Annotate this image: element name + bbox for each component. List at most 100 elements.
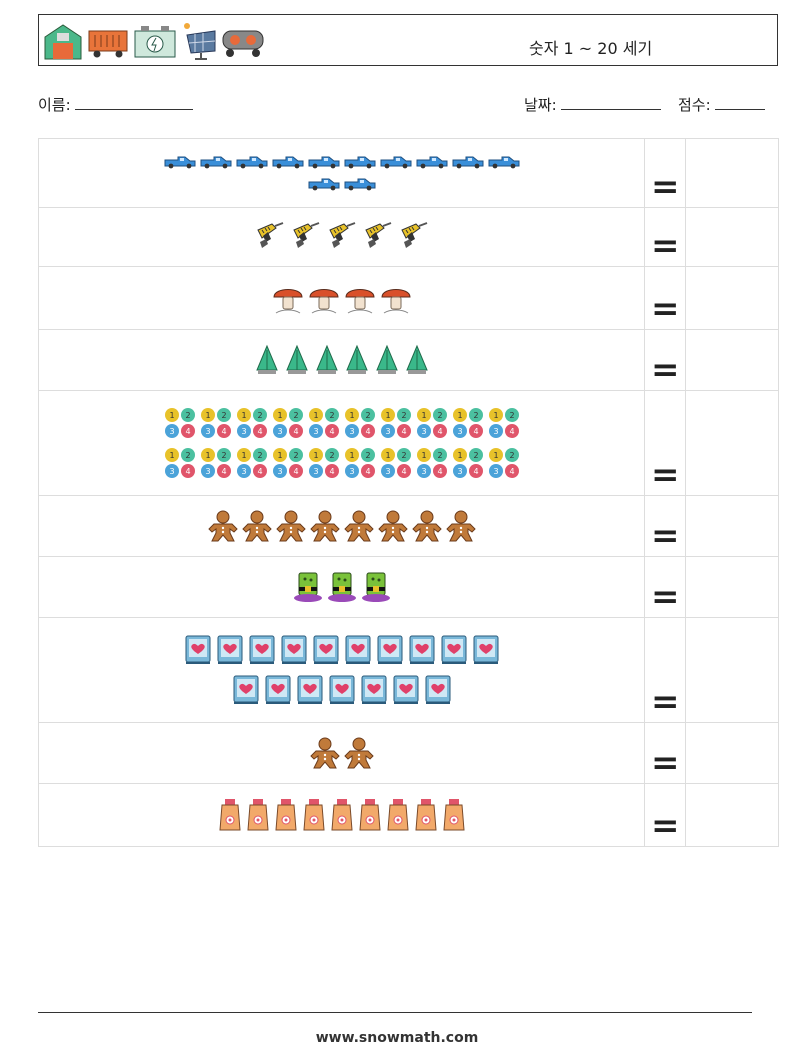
svg-text:3: 3 (421, 427, 426, 436)
picture-line (39, 151, 644, 173)
heart-book-icon (264, 674, 292, 706)
heart-book-icon (184, 634, 212, 666)
svg-text:3: 3 (493, 467, 498, 476)
svg-text:1: 1 (277, 451, 282, 460)
picture-line (39, 794, 644, 836)
mushroom-icon (380, 281, 412, 315)
counting-blocks-icon: 1 2 3 4 (236, 447, 268, 479)
counting-blocks-icon: 1 2 3 4 (416, 407, 448, 439)
counting-blocks-icon: 1 2 3 4 (200, 447, 232, 479)
tree-icon (284, 344, 310, 376)
drill-icon (290, 222, 322, 252)
train-wagon-icon (87, 21, 129, 61)
name-blank[interactable] (75, 95, 194, 110)
score-blank[interactable] (715, 95, 766, 110)
counting-row: = (37, 722, 779, 784)
answer-box[interactable] (685, 329, 779, 391)
answer-box[interactable] (685, 266, 779, 330)
picture-line: 1 2 3 4 1 2 3 4 1 2 3 4 1 2 3 4 1 2 3 4 1 2 3 4 1 2 3 4 1 2 3 4 1 2 3 4 1 2 3 4 (39, 403, 644, 443)
mushroom-icon (272, 281, 304, 315)
counting-blocks-icon: 1 2 3 4 (488, 447, 520, 479)
gingerbread-icon (309, 737, 340, 769)
counting-blocks-icon: 1 2 3 4 (236, 407, 268, 439)
header-icons (43, 21, 265, 61)
answer-box[interactable] (685, 138, 779, 208)
heart-book-icon (296, 674, 324, 706)
counting-row: = (37, 617, 779, 723)
svg-text:3: 3 (349, 427, 354, 436)
svg-text:2: 2 (221, 411, 226, 420)
score-label: 점수: (678, 96, 711, 114)
answer-box[interactable] (685, 783, 779, 847)
svg-text:3: 3 (205, 467, 210, 476)
picture-line (39, 277, 644, 319)
footer-url: www.snowmath.com (315, 1030, 479, 1046)
witch-hat-icon (327, 571, 357, 603)
answer-box[interactable] (685, 207, 779, 267)
svg-text:1: 1 (169, 411, 174, 420)
answer-box[interactable] (685, 722, 779, 784)
answer-box[interactable] (685, 390, 779, 496)
worksheet-title: 숫자 1 ~ 20 세기 (529, 39, 653, 58)
gingerbread-icon (207, 510, 238, 542)
svg-text:4: 4 (509, 467, 514, 476)
svg-text:2: 2 (401, 451, 406, 460)
svg-text:3: 3 (313, 427, 318, 436)
equals-sign: = (644, 390, 687, 496)
counting-row: = (37, 266, 779, 330)
equals-sign: = (644, 783, 687, 847)
picture-line (39, 218, 644, 256)
heart-book-icon (408, 634, 436, 666)
picture-cell (37, 329, 646, 391)
svg-text:3: 3 (457, 467, 462, 476)
counting-table: = = = = 1 2 3 4 1 2 3 4 1 2 3 4 1 2 3 4 1 2 3 4 1 2 3 4 1 2 3 4 1 2 3 4 1 2 3 4… (37, 138, 779, 847)
picture-cell (37, 138, 646, 208)
counting-blocks-icon: 1 2 3 4 (164, 407, 196, 439)
counting-row: = (37, 138, 779, 208)
svg-text:1: 1 (421, 451, 426, 460)
svg-text:4: 4 (221, 467, 226, 476)
svg-text:4: 4 (221, 427, 226, 436)
svg-text:4: 4 (185, 467, 190, 476)
svg-text:3: 3 (241, 467, 246, 476)
svg-text:4: 4 (437, 467, 442, 476)
date-blank[interactable] (561, 95, 662, 110)
pickup-truck-icon (344, 155, 376, 169)
svg-text:1: 1 (241, 451, 246, 460)
counting-blocks-icon: 1 2 3 4 (272, 407, 304, 439)
date-label: 날짜: (524, 96, 557, 114)
svg-text:2: 2 (509, 451, 514, 460)
svg-text:1: 1 (493, 451, 498, 460)
heart-book-icon (232, 674, 260, 706)
counting-blocks-icon: 1 2 3 4 (452, 407, 484, 439)
counting-row: = (37, 329, 779, 391)
svg-text:1: 1 (385, 451, 390, 460)
svg-text:3: 3 (493, 427, 498, 436)
equals-sign: = (644, 495, 687, 557)
svg-text:2: 2 (293, 411, 298, 420)
svg-text:3: 3 (313, 467, 318, 476)
answer-box[interactable] (685, 556, 779, 618)
svg-text:1: 1 (493, 411, 498, 420)
lotion-bottle-icon (246, 798, 270, 832)
svg-text:1: 1 (349, 411, 354, 420)
witch-hat-icon (293, 571, 323, 603)
svg-text:4: 4 (329, 467, 334, 476)
heart-book-icon (312, 634, 340, 666)
svg-text:2: 2 (329, 451, 334, 460)
equals-sign: = (644, 329, 687, 391)
svg-text:3: 3 (241, 427, 246, 436)
lotion-bottle-icon (442, 798, 466, 832)
answer-box[interactable] (685, 617, 779, 723)
pickup-truck-icon (308, 177, 340, 191)
drill-icon (362, 222, 394, 252)
counting-blocks-icon: 1 2 3 4 (308, 407, 340, 439)
gingerbread-icon (343, 737, 374, 769)
gingerbread-icon (241, 510, 272, 542)
svg-text:4: 4 (365, 467, 370, 476)
answer-box[interactable] (685, 495, 779, 557)
svg-text:1: 1 (205, 451, 210, 460)
witch-hat-icon (361, 571, 391, 603)
worksheet-header: 숫자 1 ~ 20 세기 (38, 14, 778, 66)
svg-text:4: 4 (401, 467, 406, 476)
